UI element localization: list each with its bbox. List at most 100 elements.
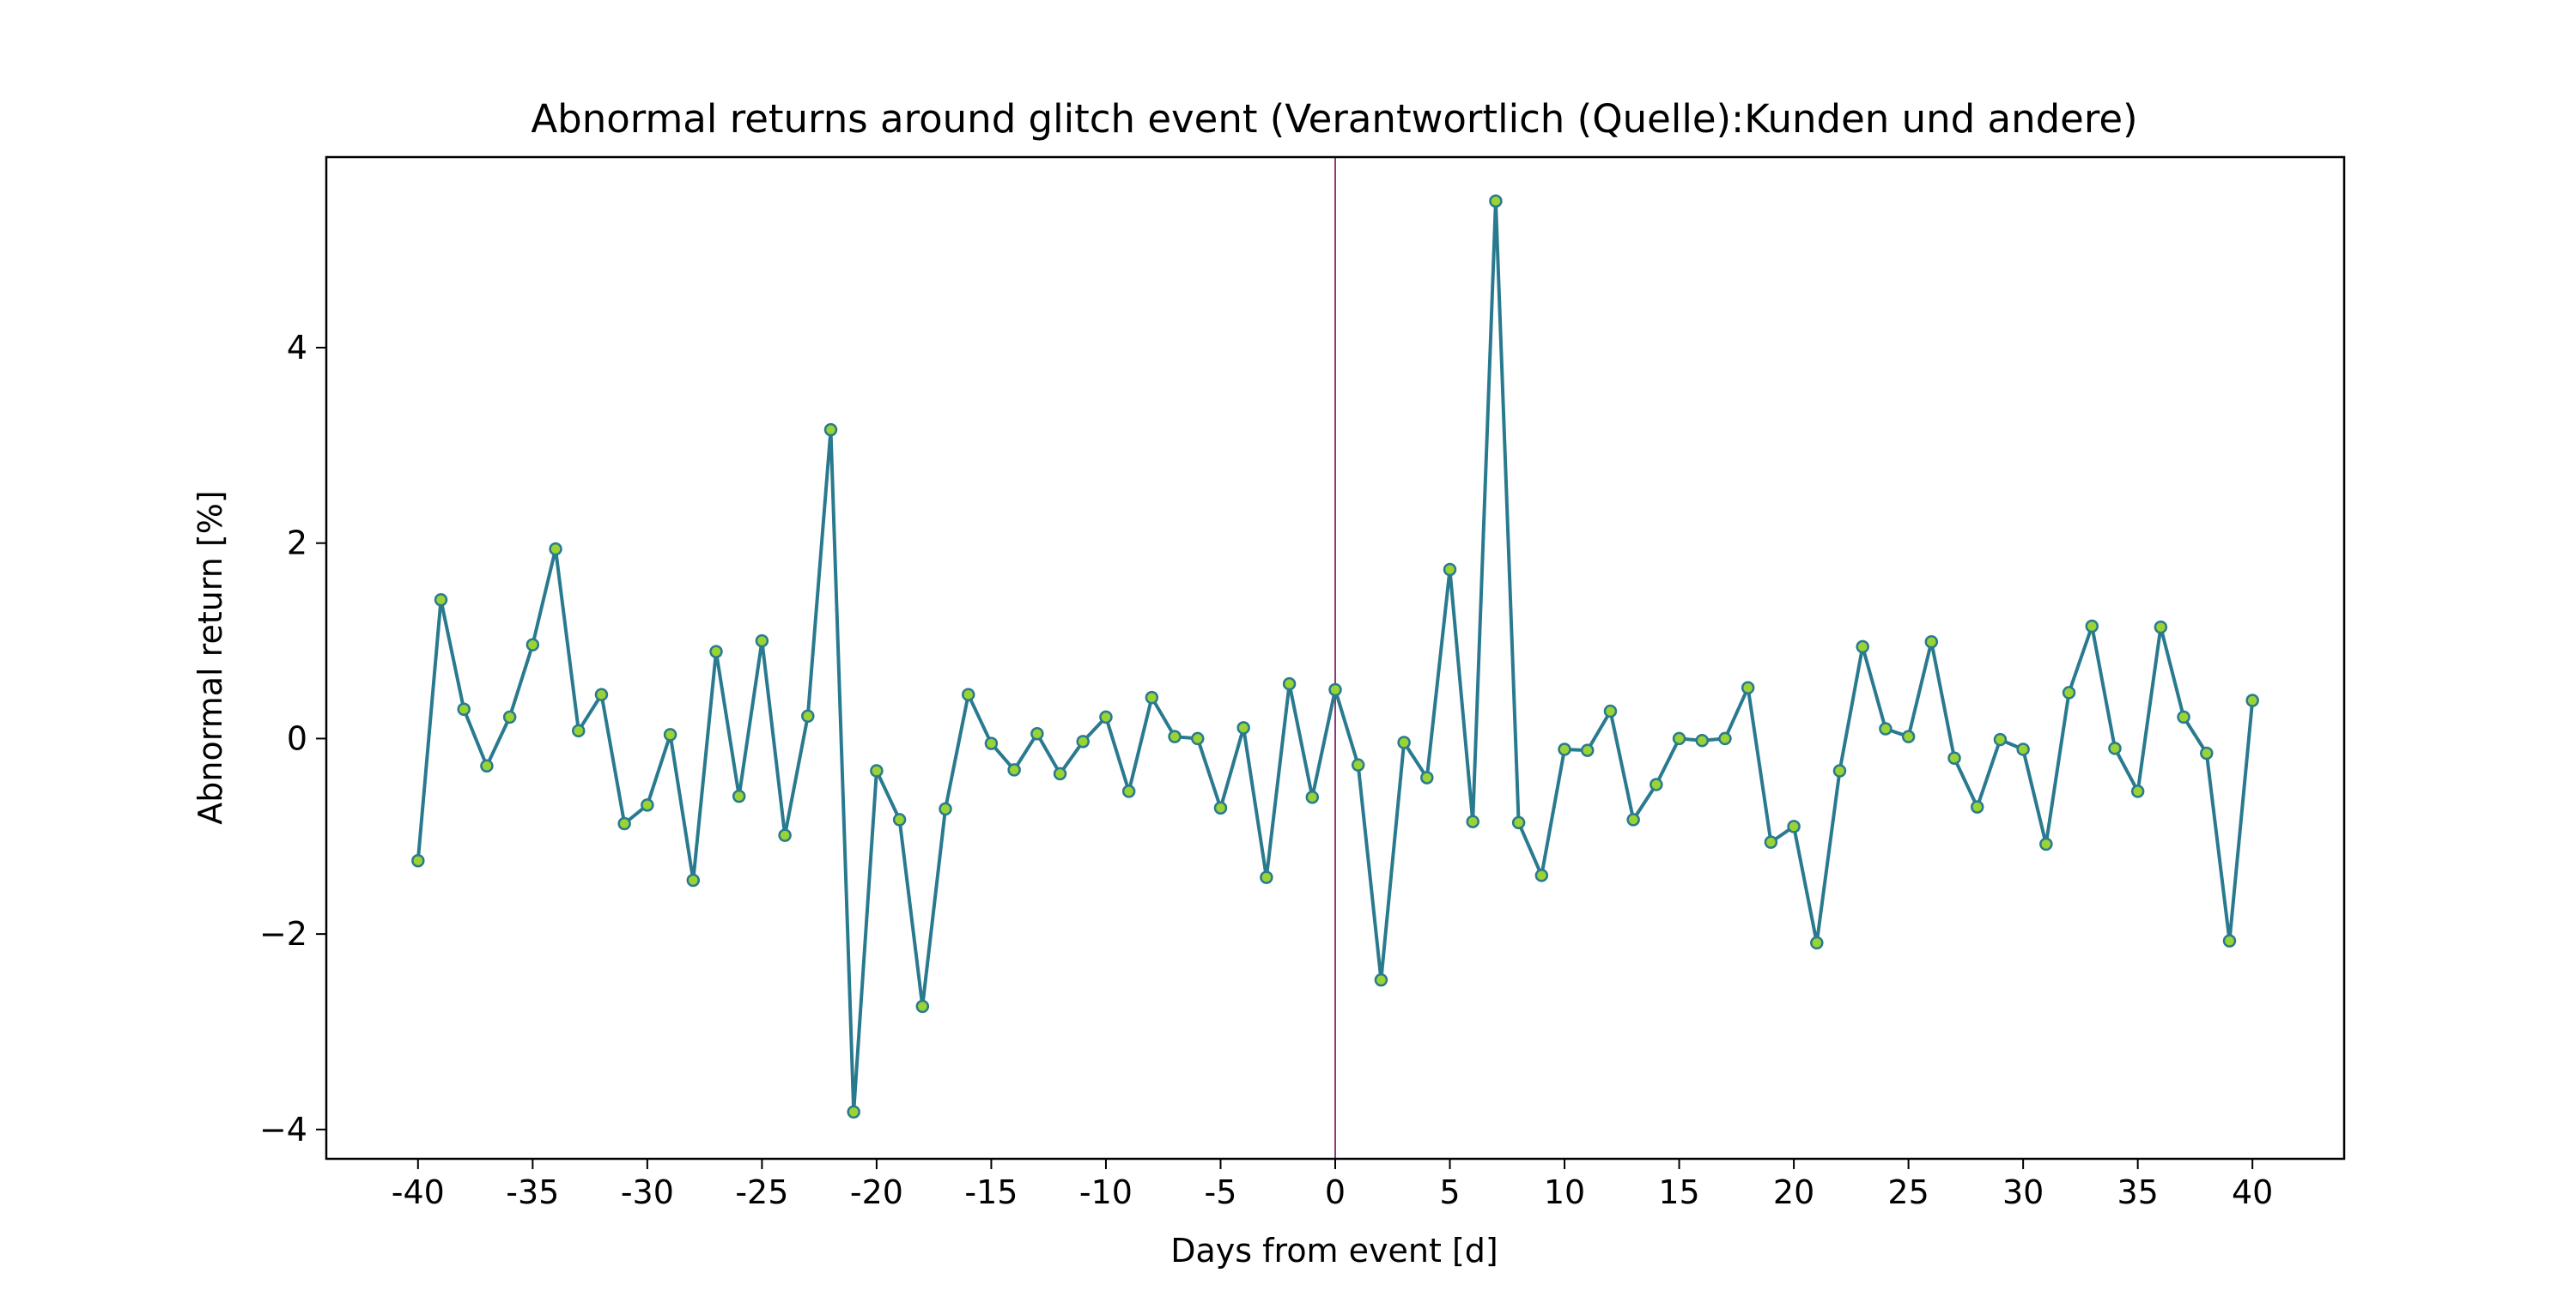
data-point (1397, 736, 1411, 749)
data-point (1213, 801, 1228, 815)
data-point (915, 999, 930, 1014)
data-point (1718, 731, 1732, 746)
data-point (594, 688, 609, 701)
data-point (2085, 619, 2099, 633)
y-tick-label: −2 (259, 915, 307, 953)
x-tick-label: -5 (1205, 1173, 1237, 1211)
x-tick-label: -10 (1079, 1173, 1133, 1211)
data-point (457, 702, 471, 717)
data-point (2130, 785, 2145, 798)
data-point (526, 638, 540, 652)
x-tick-label: -35 (506, 1173, 559, 1211)
x-tick-label: -40 (392, 1173, 445, 1211)
x-tick-label: -15 (964, 1173, 1018, 1211)
data-point (2154, 620, 2168, 634)
data-point (1764, 835, 1778, 849)
y-axis-label: Abnormal return [%] (191, 490, 229, 824)
data-point (1260, 870, 1273, 884)
data-point (549, 542, 562, 556)
data-point (1993, 732, 2008, 747)
data-point (1534, 869, 1549, 882)
x-tick-label: -20 (850, 1173, 903, 1211)
data-point (709, 645, 723, 658)
data-point (1145, 690, 1159, 705)
data-point (1328, 682, 1342, 697)
data-point (2245, 694, 2259, 707)
data-point (1787, 820, 1801, 833)
data-point (755, 633, 769, 648)
data-point (1030, 726, 1044, 741)
y-axis: −4 −2 0 2 4 (259, 329, 326, 1149)
data-point (1466, 815, 1479, 828)
data-point (1832, 764, 1847, 778)
data-point (732, 789, 746, 803)
data-point (411, 853, 425, 868)
x-tick-label: 40 (2232, 1173, 2273, 1211)
data-point (1076, 735, 1090, 749)
data-point (1168, 730, 1182, 743)
data-point (2200, 746, 2214, 761)
x-tick-label: 0 (1325, 1173, 1346, 1211)
data-point (778, 828, 792, 842)
data-point (1741, 681, 1755, 694)
x-tick-label: 30 (2002, 1173, 2044, 1211)
data-point (1626, 813, 1640, 827)
y-tick-label: 2 (287, 524, 307, 562)
data-point (480, 759, 494, 773)
data-point (1879, 722, 1893, 736)
data-point (823, 422, 838, 437)
data-point (572, 724, 586, 738)
data-point (2016, 742, 2030, 756)
data-point (617, 816, 631, 831)
data-point (1374, 973, 1388, 987)
data-point (2108, 742, 2122, 755)
data-point (847, 1105, 860, 1119)
x-tick-label: 25 (1887, 1173, 1929, 1211)
data-point (1901, 730, 1916, 743)
x-tick-label: -25 (735, 1173, 788, 1211)
data-point (641, 798, 654, 812)
data-point (1007, 763, 1021, 777)
data-point (1191, 731, 1205, 746)
data-point (2062, 686, 2076, 700)
data-point (434, 593, 448, 607)
data-point (801, 709, 815, 723)
data-point (892, 813, 907, 827)
y-tick-label: −4 (259, 1111, 307, 1149)
x-axis-label: Days from event [d] (1170, 1232, 1498, 1270)
data-point (1351, 758, 1365, 772)
x-tick-label: 10 (1544, 1173, 1585, 1211)
data-point (1970, 800, 1984, 814)
data-point (1489, 194, 1503, 208)
data-point (961, 688, 975, 701)
data-point (2177, 710, 2190, 724)
x-tick-label: 35 (2117, 1173, 2158, 1211)
data-point (1810, 936, 1824, 950)
data-point (1099, 710, 1113, 724)
data-point (502, 710, 517, 724)
data-point (1581, 743, 1595, 757)
data-point (1420, 771, 1434, 785)
y-tick-label: 0 (287, 719, 307, 757)
plot-area (411, 157, 2259, 1159)
x-tick-label: 20 (1773, 1173, 1814, 1211)
data-point (1649, 778, 1663, 791)
data-point (1856, 639, 1869, 654)
data-point (1924, 634, 1939, 649)
data-point (663, 728, 677, 742)
chart-title: Abnormal returns around glitch event (Ve… (531, 96, 2137, 142)
data-point (1558, 742, 1571, 756)
data-point (1511, 815, 1526, 830)
data-point (1947, 751, 1961, 765)
x-tick-label: 15 (1658, 1173, 1699, 1211)
data-point (1695, 733, 1710, 748)
data-point (2039, 837, 2053, 852)
data-point (1282, 676, 1297, 691)
data-point (1305, 790, 1320, 804)
data-point (1236, 721, 1250, 735)
data-point (984, 736, 999, 750)
x-tick-label: -30 (621, 1173, 674, 1211)
data-point (686, 873, 701, 888)
